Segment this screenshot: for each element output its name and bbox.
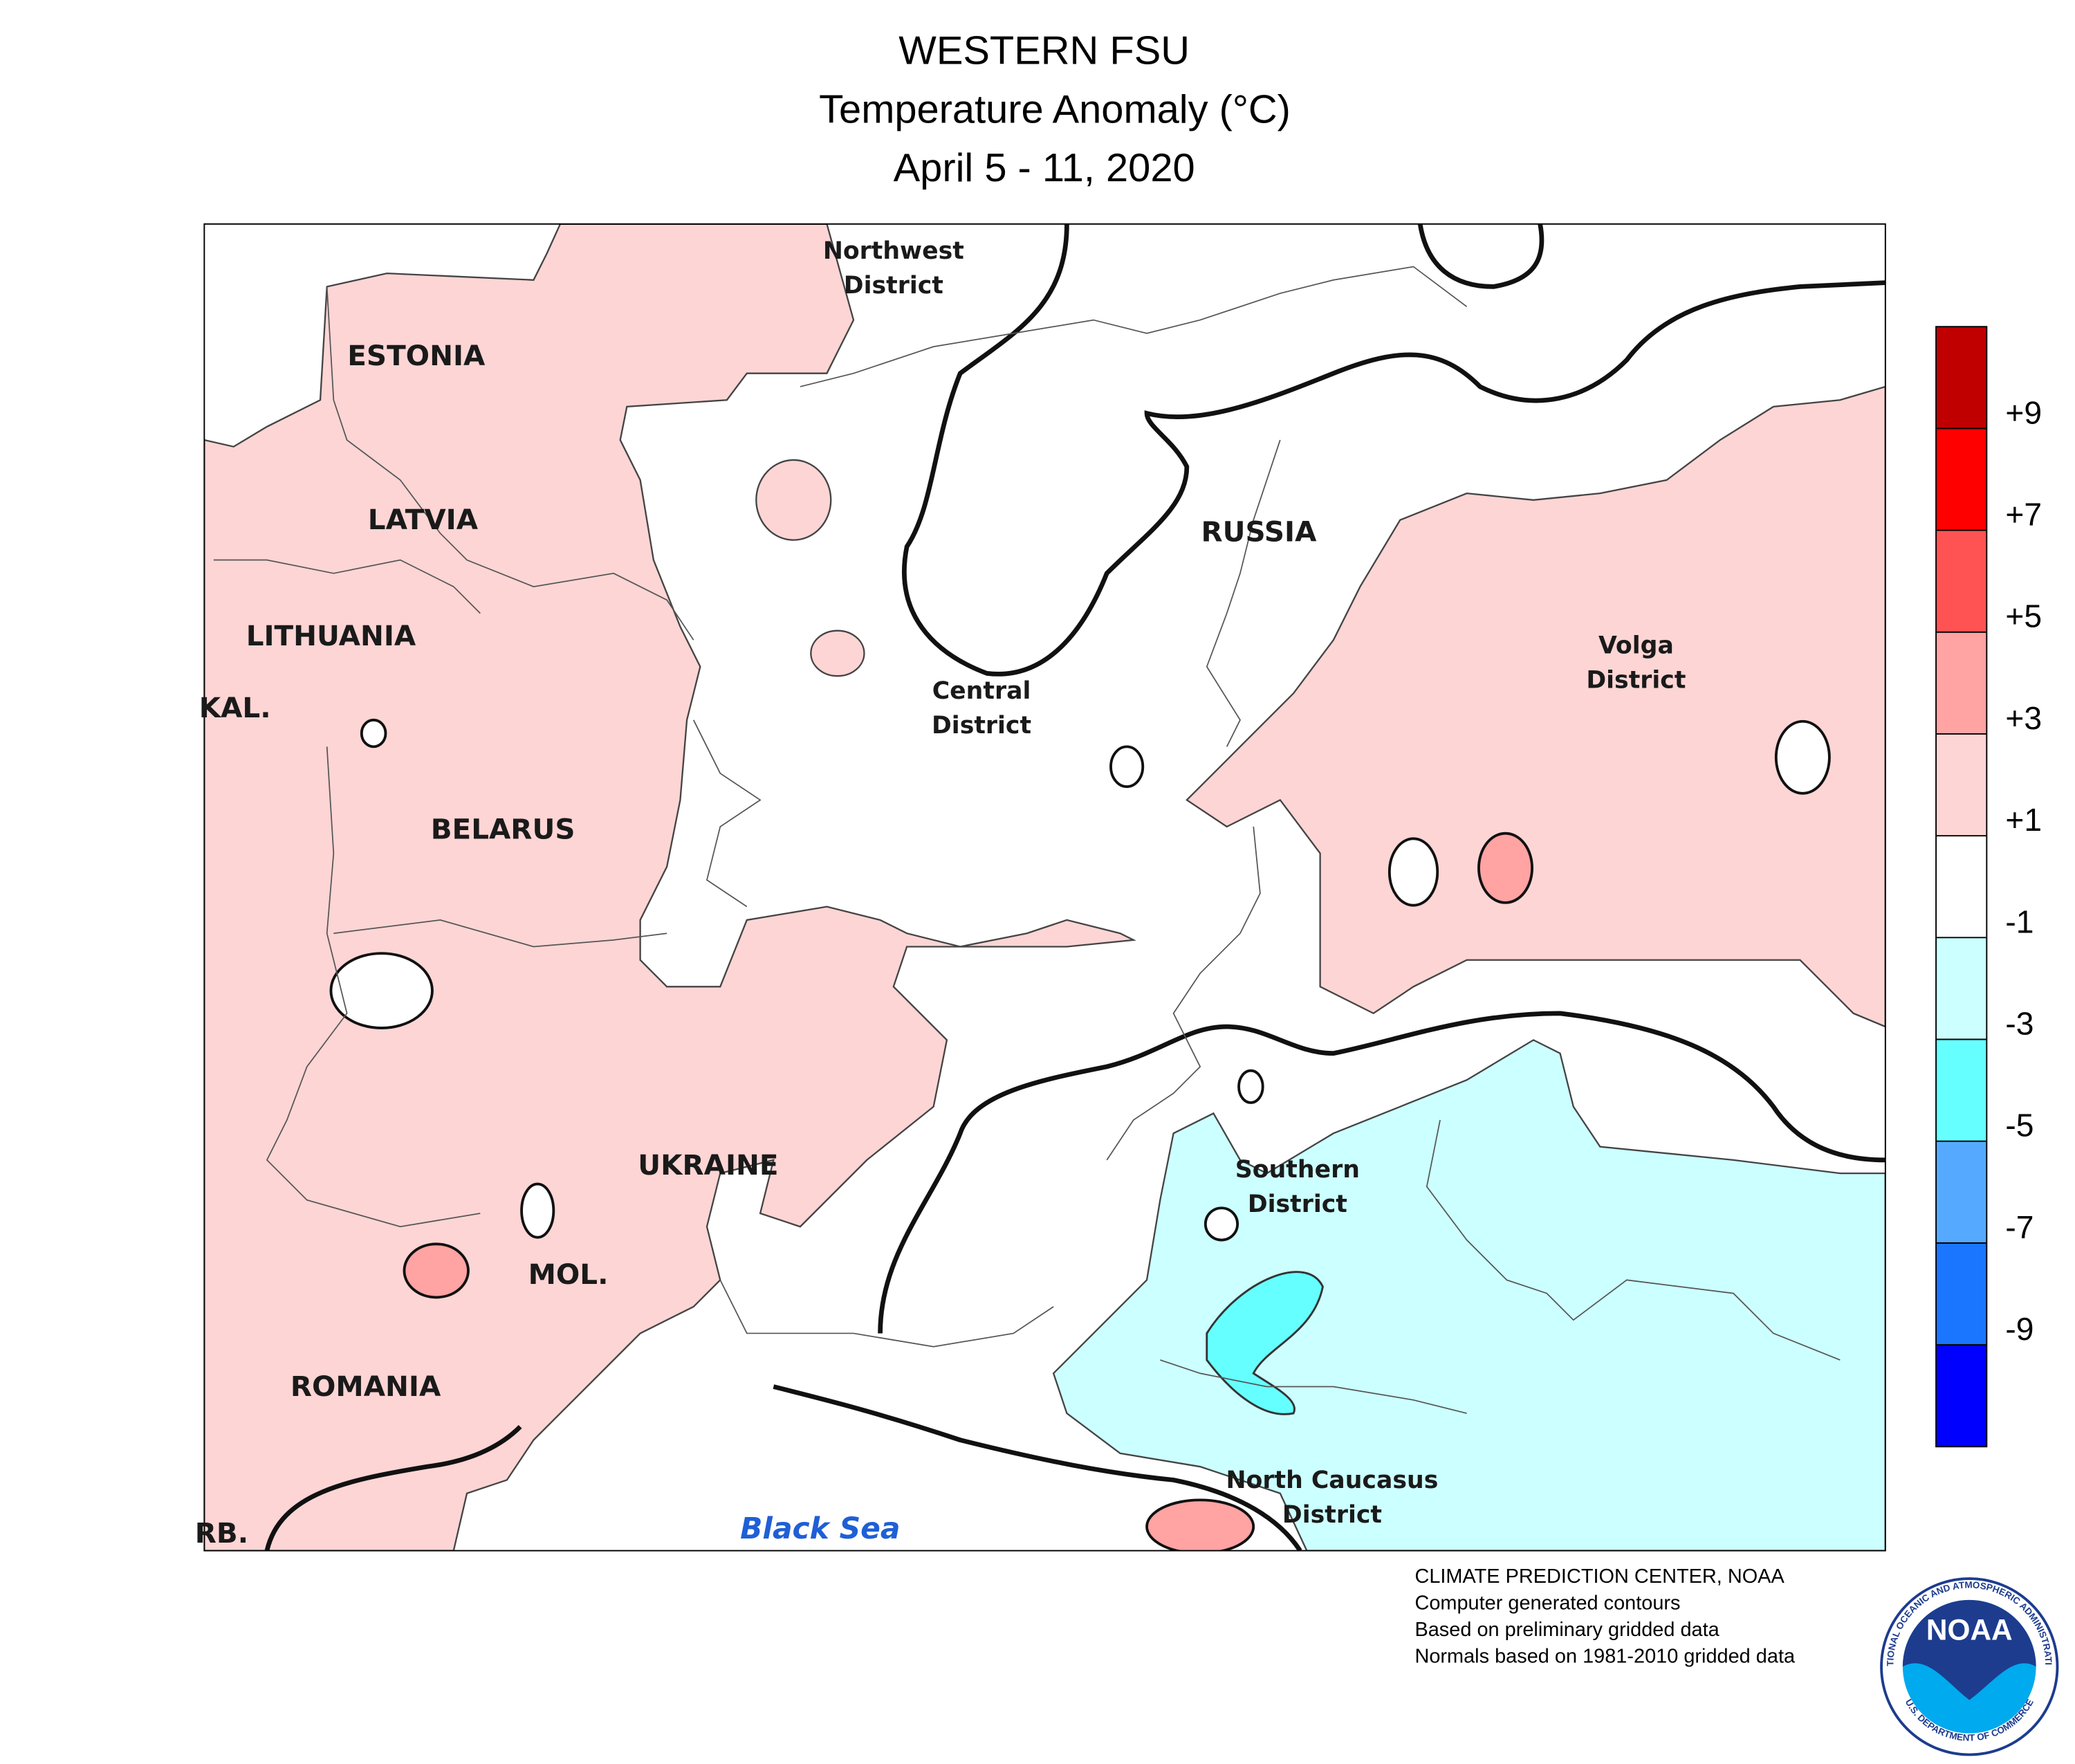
region-label: District bbox=[932, 712, 1031, 739]
legend-swatch bbox=[1936, 937, 1987, 1040]
map-frame bbox=[203, 223, 1886, 1552]
region-label: District bbox=[1282, 1501, 1382, 1529]
region-label: Southern bbox=[1235, 1156, 1360, 1184]
legend-label: -1 bbox=[2005, 903, 2034, 939]
country-label: RUSSIA bbox=[1201, 515, 1318, 549]
footer-line: Normals based on 1981-2010 gridded data bbox=[1414, 1646, 1796, 1668]
legend-swatch bbox=[1936, 1039, 1987, 1141]
footer-line: Computer generated contours bbox=[1414, 1592, 1680, 1614]
map-labels: Northwest District ESTONIA LATVIA LITHUA… bbox=[195, 237, 1686, 1550]
country-label: ROMANIA bbox=[290, 1370, 441, 1403]
region-label: District bbox=[1586, 667, 1686, 695]
region-label: District bbox=[1248, 1191, 1347, 1218]
legend-label: -9 bbox=[2005, 1311, 2034, 1347]
country-label: RB. bbox=[195, 1516, 248, 1550]
legend-swatch bbox=[1936, 733, 1987, 836]
color-legend: +9 +7 +5 +3 +1 -1 -3 -5 -7 -9 bbox=[1935, 326, 2042, 1448]
region-label: Central bbox=[932, 677, 1031, 705]
legend-label: -3 bbox=[2005, 1005, 2034, 1041]
legend-swatch bbox=[1936, 836, 1987, 938]
country-label: MOL. bbox=[528, 1258, 609, 1291]
country-label: KAL. bbox=[199, 691, 271, 724]
title-line: WESTERN FSU bbox=[898, 29, 1190, 73]
map bbox=[204, 223, 1885, 1551]
country-label: LATVIA bbox=[368, 503, 479, 536]
legend-label: +7 bbox=[2005, 497, 2042, 533]
region-label: Volga bbox=[1598, 632, 1674, 659]
legend-swatch bbox=[1936, 1242, 1987, 1345]
legend-swatch bbox=[1936, 1345, 1987, 1447]
logo-text: NOAA bbox=[1926, 1614, 2013, 1646]
country-label: LITHUANIA bbox=[246, 619, 416, 652]
legend-swatch bbox=[1936, 327, 1987, 429]
footer-line: Based on preliminary gridded data bbox=[1414, 1619, 1719, 1641]
legend-swatch bbox=[1936, 632, 1987, 734]
legend-label: +1 bbox=[2005, 802, 2042, 838]
country-label: ESTONIA bbox=[347, 339, 486, 372]
title: WESTERN FSU Temperature Anomaly (°C) Apr… bbox=[819, 29, 1291, 191]
country-label: UKRAINE bbox=[638, 1148, 778, 1182]
legend-frame bbox=[1935, 326, 1988, 1448]
footer-line: CLIMATE PREDICTION CENTER, NOAA bbox=[1414, 1565, 1784, 1588]
legend-swatch bbox=[1936, 428, 1987, 531]
sea-label: Black Sea bbox=[740, 1512, 900, 1545]
region-label: North Caucasus bbox=[1226, 1467, 1439, 1494]
legend-label: +9 bbox=[2005, 394, 2042, 430]
legend-swatch bbox=[1936, 1141, 1987, 1243]
title-line: Temperature Anomaly (°C) bbox=[819, 87, 1291, 131]
legend-label: -5 bbox=[2005, 1108, 2034, 1143]
country-label: BELARUS bbox=[431, 812, 575, 845]
legend-label: -7 bbox=[2005, 1209, 2034, 1245]
footer: CLIMATE PREDICTION CENTER, NOAA Computer… bbox=[1414, 1565, 1796, 1668]
region-label: Northwest bbox=[823, 237, 964, 265]
region-label: District bbox=[844, 272, 943, 300]
legend-label: +5 bbox=[2005, 598, 2042, 634]
legend-swatch bbox=[1936, 530, 1987, 632]
title-line: April 5 - 11, 2020 bbox=[894, 146, 1195, 190]
legend-label: +3 bbox=[2005, 700, 2042, 736]
